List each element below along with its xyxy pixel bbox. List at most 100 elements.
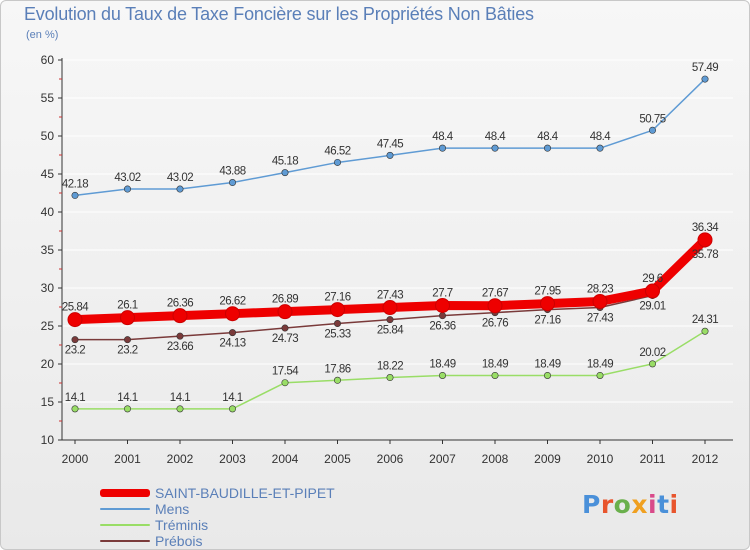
data-point — [281, 379, 289, 387]
data-label: 28.23 — [587, 283, 613, 295]
data-label: 27.67 — [482, 288, 508, 300]
data-label: 23.2 — [65, 345, 85, 357]
data-point — [124, 336, 132, 344]
data-label: 27.7 — [432, 287, 452, 299]
data-point — [438, 312, 446, 320]
data-label: 27.16 — [534, 315, 560, 327]
data-label: 50.75 — [639, 113, 665, 125]
logo-letter: P — [582, 490, 601, 519]
y-tick-label: 50 — [41, 129, 55, 143]
x-tick-label: 2005 — [324, 452, 351, 466]
data-label: 24.73 — [272, 333, 298, 345]
logo-letter: o — [613, 490, 632, 519]
data-label: 46.52 — [324, 145, 350, 157]
logo-letter: t — [657, 490, 670, 519]
data-label: 17.86 — [324, 363, 350, 375]
x-tick-label: 2009 — [534, 452, 561, 466]
data-label: 48.4 — [537, 131, 558, 143]
data-label: 43.02 — [167, 172, 193, 184]
data-point — [648, 126, 656, 134]
data-point — [124, 405, 132, 413]
data-label: 48.4 — [432, 131, 453, 143]
data-label: 48.4 — [590, 131, 611, 143]
data-label: 26.1 — [117, 300, 137, 312]
data-point — [592, 293, 608, 309]
data-label: 35.78 — [692, 249, 718, 261]
y-tick-label: 15 — [41, 395, 55, 409]
data-point — [71, 405, 79, 413]
y-tick-label: 30 — [41, 281, 55, 295]
data-point — [71, 191, 79, 199]
data-label: 18.49 — [587, 358, 613, 370]
x-tick-label: 2010 — [587, 452, 614, 466]
data-label: 26.89 — [272, 294, 298, 306]
data-point — [229, 329, 237, 337]
legend-swatch — [100, 508, 150, 510]
data-point — [386, 316, 394, 324]
data-label: 14.1 — [170, 392, 190, 404]
data-point — [176, 405, 184, 413]
data-label: 18.22 — [377, 361, 403, 373]
data-label: 14.1 — [117, 392, 137, 404]
data-label: 14.1 — [222, 392, 242, 404]
data-label: 25.84 — [62, 302, 89, 314]
data-label: 24.31 — [692, 314, 718, 326]
data-label: 18.49 — [534, 358, 560, 370]
data-point — [172, 308, 188, 324]
x-tick-label: 2008 — [482, 452, 509, 466]
data-label: 25.84 — [377, 325, 404, 337]
y-tick-label: 25 — [41, 319, 55, 333]
data-point — [435, 297, 450, 313]
data-point — [176, 185, 184, 193]
y-tick-label: 10 — [41, 433, 55, 447]
data-point — [697, 232, 713, 248]
data-point — [225, 306, 240, 322]
data-point — [330, 302, 345, 318]
data-point — [333, 158, 341, 166]
data-point — [487, 298, 503, 314]
data-label: 23.66 — [167, 341, 193, 353]
data-point — [540, 296, 555, 312]
data-label: 23.2 — [117, 345, 137, 357]
data-point — [229, 405, 237, 413]
data-label: 43.88 — [219, 166, 245, 178]
data-point — [277, 304, 293, 320]
data-point — [120, 310, 135, 326]
y-tick-label: 45 — [41, 167, 55, 181]
proxiti-logo: Proxiti — [582, 490, 679, 519]
data-point — [596, 371, 604, 379]
data-label: 27.43 — [377, 290, 403, 302]
data-label: 26.36 — [167, 298, 193, 310]
data-label: 26.36 — [429, 321, 455, 333]
y-tick-label: 40 — [41, 205, 55, 219]
data-label: 27.16 — [324, 292, 350, 304]
data-label: 45.18 — [272, 156, 298, 168]
data-label: 36.34 — [692, 222, 719, 234]
data-point — [176, 332, 184, 340]
data-point — [67, 312, 83, 328]
x-tick-label: 2007 — [429, 452, 456, 466]
logo-letter: r — [600, 490, 614, 519]
data-point — [543, 371, 551, 379]
data-label: 27.43 — [587, 313, 613, 325]
data-label: 26.62 — [219, 296, 245, 308]
data-point — [438, 371, 446, 379]
y-tick-label: 35 — [41, 243, 55, 257]
x-tick-label: 2003 — [219, 452, 246, 466]
data-point — [645, 283, 660, 299]
data-point — [71, 336, 79, 344]
legend-label: Prébois — [155, 533, 203, 549]
chart-subtitle: (en %) — [26, 29, 59, 41]
data-point — [333, 376, 341, 384]
data-point — [333, 319, 341, 327]
data-label: 24.13 — [219, 338, 245, 350]
x-tick-label: 2002 — [167, 452, 194, 466]
data-label: 48.4 — [485, 131, 506, 143]
data-label: 27.95 — [534, 286, 560, 298]
x-tick-label: 2004 — [272, 452, 299, 466]
x-tick-label: 2000 — [62, 452, 89, 466]
y-tick-label: 55 — [41, 91, 55, 105]
x-tick-label: 2001 — [114, 452, 141, 466]
data-label: 18.49 — [482, 358, 508, 370]
